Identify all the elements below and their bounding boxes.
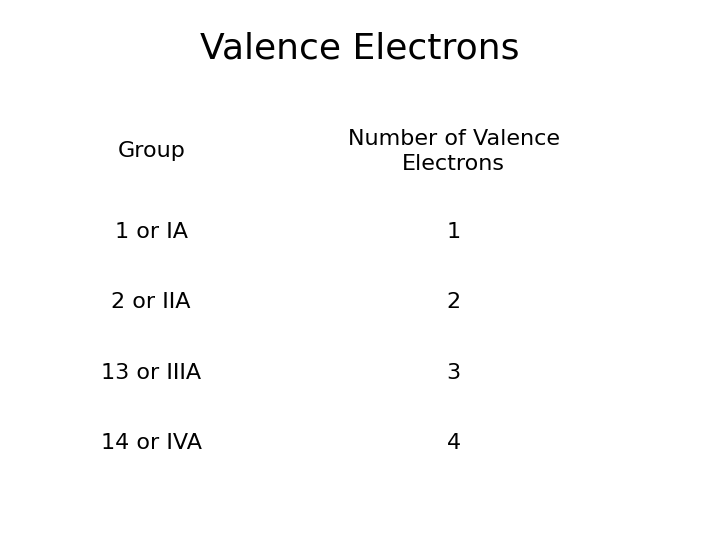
Text: 1: 1 [446,222,461,242]
Text: 14 or IVA: 14 or IVA [101,433,202,453]
Text: 13 or IIIA: 13 or IIIA [101,362,202,383]
Text: Group: Group [117,141,185,161]
Text: 3: 3 [446,362,461,383]
Text: 2 or IIA: 2 or IIA [112,292,191,313]
Text: 1 or IA: 1 or IA [114,222,188,242]
Text: Valence Electrons: Valence Electrons [200,32,520,65]
Text: 2: 2 [446,292,461,313]
Text: 4: 4 [446,433,461,453]
Text: Number of Valence
Electrons: Number of Valence Electrons [348,129,559,173]
